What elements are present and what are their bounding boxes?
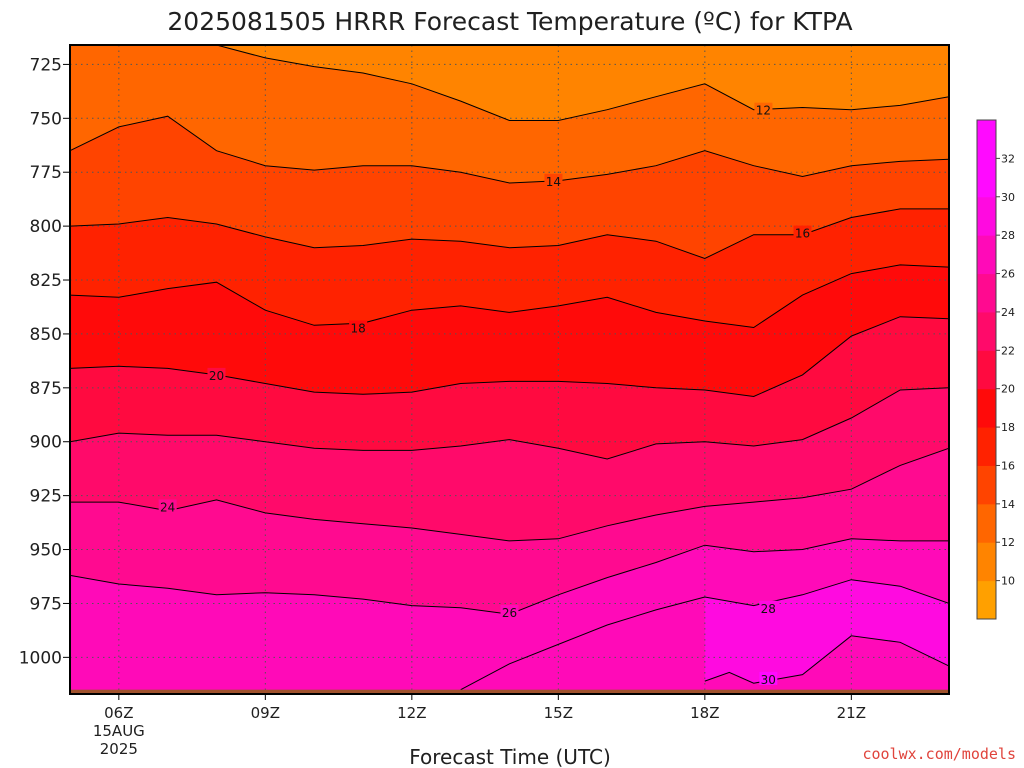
svg-text:20: 20 (209, 369, 224, 383)
y-tick-label: 950 (30, 541, 62, 561)
colorbar-label: 16 (1001, 459, 1015, 472)
colorbar-swatch (977, 273, 996, 313)
colorbar-swatch (977, 158, 996, 198)
contour-label-24: 24 (158, 499, 177, 514)
contour-line-12 (216, 45, 949, 121)
colorbar-swatch (977, 542, 996, 582)
colorbar-swatch (977, 196, 996, 236)
contour-line-18 (70, 264, 949, 329)
plot-area: 12 14 16 18 20 24 26 28 30 (70, 45, 949, 694)
x-tick-label: 21Z (837, 704, 866, 722)
credit-text: coolwx.com/models (862, 745, 1016, 763)
contour-label-26: 26 (500, 605, 519, 620)
y-tick-label: 750 (30, 109, 62, 129)
colorbar-label: 20 (1001, 383, 1015, 396)
x-axis-label: Forecast Time (UTC) (409, 745, 611, 768)
y-tick-label: 825 (30, 271, 62, 291)
x-tick-label: 12Z (397, 704, 426, 722)
y-tick-label: 975 (30, 594, 62, 614)
colorbar-label: 24 (1001, 306, 1015, 319)
colorbar-label: 26 (1001, 268, 1015, 281)
svg-text:14: 14 (546, 175, 561, 189)
temp-band-12 (216, 45, 949, 121)
x-tick-label: 15Z (544, 704, 573, 722)
svg-text:18: 18 (350, 321, 365, 335)
temperature-fill-layer (70, 45, 949, 690)
svg-text:26: 26 (502, 606, 517, 620)
colorbar-label: 22 (1001, 344, 1015, 357)
colorbar-label: 10 (1001, 575, 1015, 588)
colorbar-swatch (977, 120, 996, 159)
svg-text:24: 24 (160, 500, 175, 514)
svg-text:16: 16 (795, 227, 810, 241)
x-tick-date-label: 2025 (100, 740, 138, 758)
colorbar-swatch (977, 580, 996, 620)
colorbar-label: 12 (1001, 536, 1015, 549)
colorbar-swatch (977, 388, 996, 428)
chart-title: 2025081505 HRRR Forecast Temperature (ºC… (167, 7, 852, 36)
y-tick-label: 725 (30, 55, 62, 75)
contour-layer: 12 14 16 18 20 24 26 28 30 (70, 45, 949, 691)
colorbar-label: 28 (1001, 229, 1015, 242)
colorbar-label: 32 (1001, 152, 1015, 165)
svg-text:30: 30 (761, 673, 776, 687)
y-tick-label: 875 (30, 379, 62, 399)
y-tick-label: 800 (30, 217, 62, 237)
svg-text:28: 28 (761, 602, 776, 616)
colorbar-swatch (977, 235, 996, 275)
colorbar-swatch (977, 427, 996, 466)
y-tick-label: 850 (30, 325, 62, 345)
svg-text:12: 12 (756, 104, 771, 118)
colorbar-swatch (977, 350, 996, 390)
y-tick-label: 1000 (19, 648, 62, 668)
contour-label-28: 28 (759, 600, 778, 616)
contour-label-20: 20 (207, 367, 226, 383)
colorbar-label: 18 (1001, 421, 1015, 434)
colorbar-label: 30 (1001, 191, 1015, 204)
y-axis: 725 750 775 800 825 850 875 900 925 950 975 1000 (19, 55, 70, 668)
y-tick-label: 900 (30, 433, 62, 453)
x-tick-label: 18Z (690, 704, 719, 722)
contour-label-30: 30 (759, 671, 778, 687)
colorbar: 10 12 14 16 18 20 22 24 26 28 30 32 (976, 119, 1015, 620)
contour-label-12: 12 (754, 102, 773, 118)
contour-label-18: 18 (349, 320, 368, 335)
contour-line-14 (70, 115, 949, 184)
colorbar-frame (976, 119, 997, 620)
contour-line-22 (70, 387, 949, 460)
contour-line-24 (70, 447, 949, 542)
x-tick-date-label: 15AUG (93, 722, 145, 740)
x-tick-label: 06Z (104, 704, 133, 722)
colorbar-swatch (977, 311, 996, 351)
plot-frame (69, 44, 950, 695)
ground-layer (70, 689, 949, 694)
contour-line-30 (704, 635, 949, 684)
y-tick-label: 925 (30, 487, 62, 507)
ground-surface (70, 689, 949, 694)
colorbar-label: 14 (1001, 498, 1015, 511)
y-tick-label: 775 (30, 163, 62, 183)
x-tick-label: 09Z (251, 704, 280, 722)
contour-label-14: 14 (544, 173, 563, 189)
colorbar-swatch (977, 465, 996, 505)
contour-label-16: 16 (793, 225, 812, 241)
contour-line-28 (460, 579, 949, 691)
colorbar-swatch (977, 503, 996, 543)
